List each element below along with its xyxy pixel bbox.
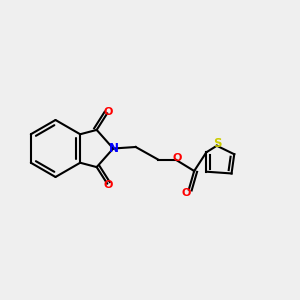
Text: S: S — [213, 137, 222, 150]
Text: O: O — [182, 188, 191, 198]
Text: O: O — [104, 180, 113, 190]
Text: N: N — [109, 142, 119, 155]
Text: O: O — [172, 153, 182, 163]
Text: O: O — [104, 107, 113, 117]
